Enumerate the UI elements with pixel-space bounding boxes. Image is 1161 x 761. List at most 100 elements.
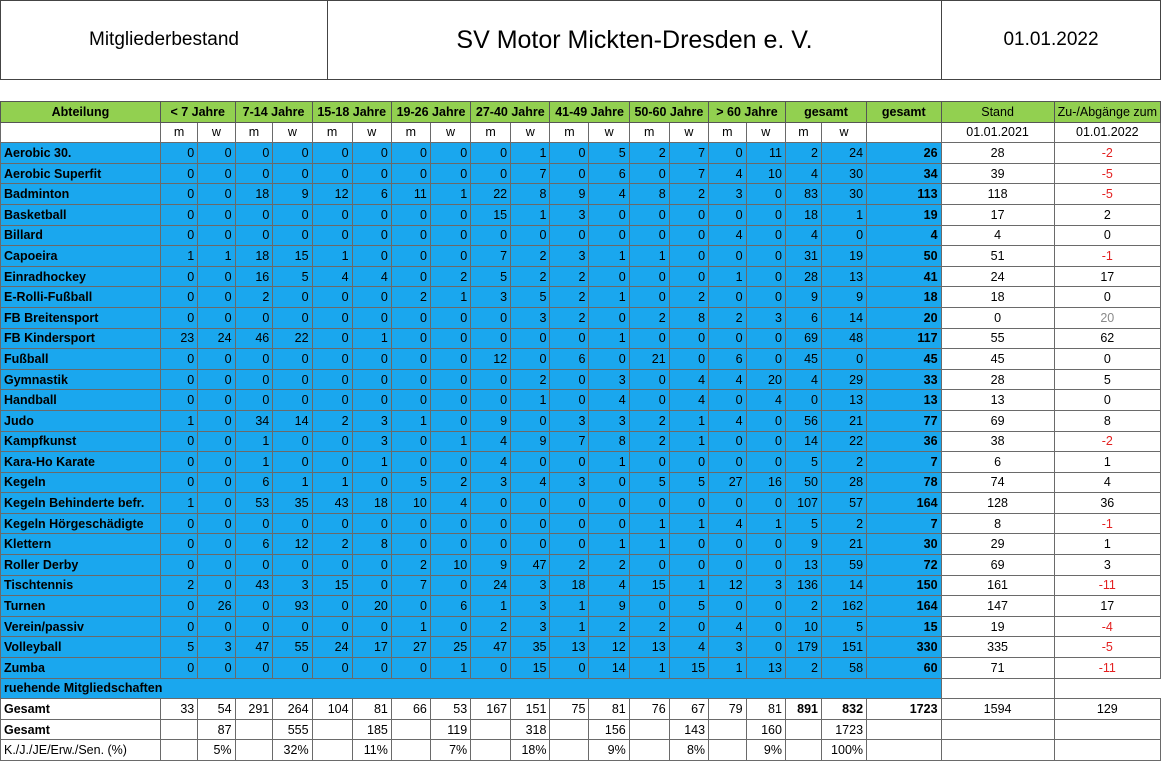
value-cell: 5: [668, 595, 710, 617]
department-name: Aerobic 30.: [0, 142, 161, 164]
gesamt-value: 53: [429, 698, 472, 720]
value-cell: 0: [159, 389, 199, 411]
value-cell: 0: [390, 142, 431, 164]
change-cell: -5: [1053, 162, 1161, 185]
value-cell: 0: [668, 265, 710, 288]
value-cell: 18: [549, 574, 590, 597]
value-cell: 5: [510, 286, 551, 308]
value-cell: 0: [628, 368, 670, 391]
blank-cell: [866, 718, 942, 741]
value-cell: 0: [159, 265, 199, 288]
value-cell: 47: [234, 636, 274, 659]
blank-cell: [470, 739, 512, 761]
value-cell: 2: [628, 430, 670, 453]
value-cell: 18: [784, 203, 822, 226]
value-cell: 0: [549, 368, 590, 391]
row-total: 117: [866, 327, 942, 350]
group-percent: 11%: [351, 739, 392, 761]
value-cell: 8: [628, 183, 670, 205]
table-row: Basketball 0 0 0 0 0 0 0 0 15 1 3 0 0 0 0 0 18 1 19 17 2: [0, 203, 1161, 226]
table-row: Kara-Ho Karate 0 0 1 0 0 1 0 0 4 0 0 1 0 0 0 0 5 2 7 6 1: [0, 451, 1161, 473]
value-cell: 2: [668, 286, 710, 308]
value-cell: 27: [708, 471, 747, 494]
department-name: Kegeln Behinderte befr.: [0, 492, 161, 514]
value-cell: 0: [429, 224, 472, 247]
value-cell: 0: [351, 471, 392, 494]
value-cell: 0: [549, 142, 590, 164]
value-cell: 1: [234, 430, 274, 453]
value-cell: 2: [549, 286, 590, 308]
value-cell: 13: [820, 265, 868, 288]
group-total: 318: [510, 718, 551, 741]
row-total: 19: [866, 203, 942, 226]
gender-header: m: [390, 121, 431, 144]
value-cell: 2: [820, 512, 868, 535]
blank-cell: [390, 739, 431, 761]
value-cell: 0: [272, 286, 313, 308]
table-row: Aerobic 30. 0 0 0 0 0 0 0 0 0 1 0 5 2 7 0 11 2 24 26 28 -2: [0, 142, 1161, 164]
value-cell: 16: [745, 471, 786, 494]
blank-cell: [940, 718, 1055, 741]
value-cell: 0: [197, 224, 236, 247]
row-total: 36: [866, 430, 942, 453]
value-cell: 0: [234, 224, 274, 247]
group-total: 143: [668, 718, 710, 741]
change-cell: 17: [1053, 265, 1161, 288]
value-cell: 59: [820, 554, 868, 576]
value-cell: 0: [197, 492, 236, 514]
value-cell: 2: [510, 245, 551, 267]
value-cell: 2: [588, 615, 630, 638]
sheet-header: Mitgliederbestand SV Motor Mickten-Dresd…: [0, 0, 1161, 82]
value-cell: 0: [588, 492, 630, 514]
value-cell: 5: [390, 471, 431, 494]
table-row: Tischtennis 2 0 43 3 15 0 7 0 24 3 18 4 15 1 12 3 136 14 15…: [0, 574, 1161, 597]
value-cell: 43: [234, 574, 274, 597]
blank-cell: [1053, 739, 1161, 761]
blank-cell: [549, 739, 590, 761]
value-cell: 0: [708, 554, 747, 576]
value-cell: 0: [197, 533, 236, 556]
value-cell: 4: [668, 368, 710, 391]
value-cell: 3: [588, 409, 630, 432]
value-cell: 5: [588, 142, 630, 164]
value-cell: 15: [668, 657, 710, 679]
value-cell: 0: [708, 142, 747, 164]
value-cell: 0: [470, 512, 512, 535]
row-total: 7: [866, 512, 942, 535]
value-cell: 0: [628, 595, 670, 617]
value-cell: 48: [820, 327, 868, 350]
value-cell: 0: [429, 574, 472, 597]
value-cell: 0: [234, 368, 274, 391]
value-cell: 0: [820, 348, 868, 370]
blank-cell: [234, 718, 274, 741]
value-cell: 0: [429, 512, 472, 535]
change-cell: -2: [1053, 430, 1161, 453]
row-total: 164: [866, 492, 942, 514]
value-cell: 4: [588, 389, 630, 411]
gesamt-value: 75: [549, 698, 590, 720]
value-cell: 2: [311, 533, 353, 556]
value-cell: 47: [470, 636, 512, 659]
gesamt-value: 79: [708, 698, 747, 720]
value-cell: 2: [628, 306, 670, 329]
value-cell: 43: [311, 492, 353, 514]
change-cell: 0: [1053, 224, 1161, 247]
value-cell: 4: [708, 224, 747, 247]
department-name: Tischtennis: [0, 574, 161, 597]
column-header-group: 7-14 Jahre: [234, 101, 313, 123]
value-cell: 0: [390, 348, 431, 370]
department-name: FB Kindersport: [0, 327, 161, 350]
value-cell: 0: [745, 430, 786, 453]
department-name: Fußball: [0, 348, 161, 370]
table-row: Einradhockey 0 0 16 5 4 4 0 2 5 2 2 0 0 0 1 0 28 13 41 24 17: [0, 265, 1161, 288]
value-cell: 5: [470, 265, 512, 288]
value-cell: 0: [549, 451, 590, 473]
value-cell: 2: [159, 574, 199, 597]
value-cell: 0: [197, 306, 236, 329]
value-cell: 0: [159, 203, 199, 226]
stand-cell: 147: [940, 595, 1055, 617]
ruhend-label: ruehende Mitgliedschaften: [0, 677, 942, 700]
column-header-group: 15-18 Jahre: [311, 101, 392, 123]
row-total: 41: [866, 265, 942, 288]
value-cell: 0: [351, 306, 392, 329]
